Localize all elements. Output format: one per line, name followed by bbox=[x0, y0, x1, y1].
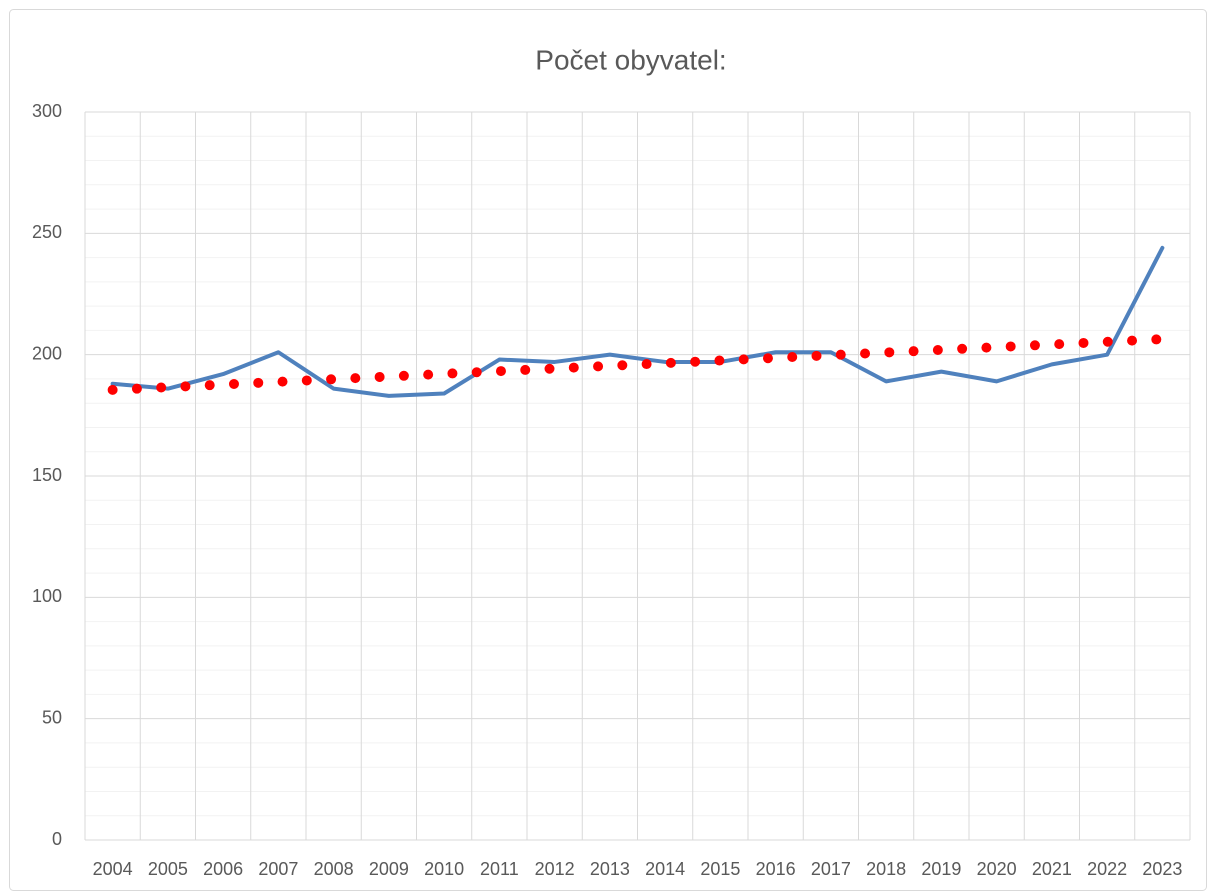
y-tick-label: 100 bbox=[32, 586, 62, 606]
x-tick-label: 2021 bbox=[1032, 859, 1072, 879]
x-tick-label: 2020 bbox=[977, 859, 1017, 879]
x-tick-label: 2015 bbox=[700, 859, 740, 879]
x-tick-label: 2013 bbox=[590, 859, 630, 879]
x-tick-label: 2014 bbox=[645, 859, 685, 879]
x-tick-label: 2011 bbox=[480, 859, 519, 879]
x-tick-label: 2009 bbox=[369, 859, 409, 879]
x-tick-label: 2004 bbox=[93, 859, 133, 879]
x-tick-label: 2010 bbox=[424, 859, 464, 879]
x-tick-label: 2023 bbox=[1142, 859, 1182, 879]
x-tick-label: 2022 bbox=[1087, 859, 1127, 879]
x-tick-label: 2006 bbox=[203, 859, 243, 879]
x-tick-label: 2016 bbox=[756, 859, 796, 879]
y-tick-label: 200 bbox=[32, 343, 62, 363]
chart-border bbox=[9, 9, 1207, 891]
y-tick-label: 300 bbox=[32, 101, 62, 121]
y-tick-label: 50 bbox=[42, 707, 62, 727]
x-tick-label: 2012 bbox=[535, 859, 575, 879]
y-tick-label: 250 bbox=[32, 222, 62, 242]
chart-title: Počet obyvatel: bbox=[535, 44, 726, 75]
x-tick-label: 2007 bbox=[258, 859, 298, 879]
trend-line bbox=[107, 334, 1168, 395]
x-tick-label: 2018 bbox=[866, 859, 906, 879]
x-tick-label: 2017 bbox=[811, 859, 851, 879]
y-tick-label: 150 bbox=[32, 465, 62, 485]
y-tick-label: 0 bbox=[52, 829, 62, 849]
x-tick-label: 2019 bbox=[921, 859, 961, 879]
x-tick-label: 2008 bbox=[314, 859, 354, 879]
x-tick-label: 2005 bbox=[148, 859, 188, 879]
series-line bbox=[110, 245, 1165, 398]
